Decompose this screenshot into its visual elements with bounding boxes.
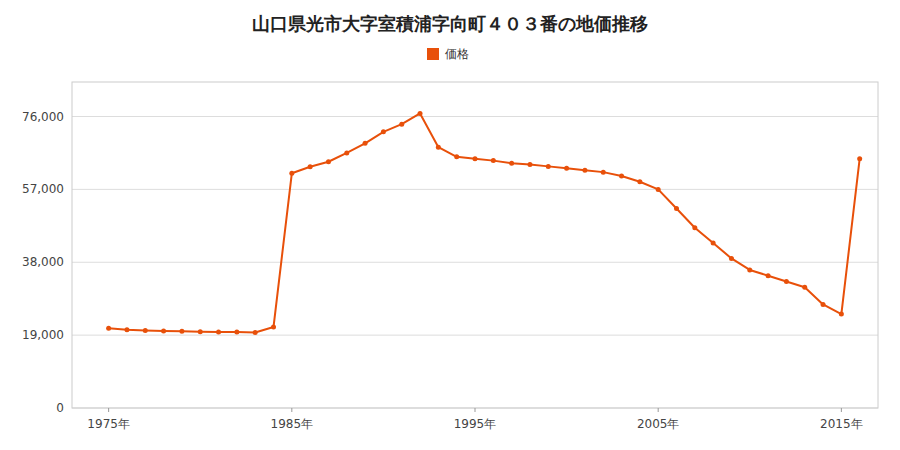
- chart-container: 山口県光市大字室積浦字向町４０３番の地価推移 0 19,000 38,000 57,00…: [0, 0, 900, 450]
- point: [271, 325, 276, 330]
- point: [582, 168, 587, 173]
- x-tick-label: 1985年: [271, 417, 314, 431]
- point: [363, 141, 368, 146]
- x-tick: [658, 408, 659, 412]
- point: [637, 179, 642, 184]
- point: [198, 329, 203, 334]
- point: [601, 170, 606, 175]
- point: [234, 330, 239, 335]
- grid-line: [72, 335, 878, 336]
- point: [509, 161, 514, 166]
- point: [711, 241, 716, 246]
- grid-line: [72, 116, 878, 117]
- point: [766, 273, 771, 278]
- point: [821, 302, 826, 307]
- legend-swatch: [427, 48, 439, 60]
- point: [308, 164, 313, 169]
- point: [161, 328, 166, 333]
- point: [729, 256, 734, 261]
- grid: [72, 117, 878, 408]
- point: [289, 171, 294, 176]
- point: [143, 328, 148, 333]
- grid-line: [72, 189, 878, 190]
- grid-line: [72, 262, 878, 263]
- point: [784, 279, 789, 284]
- point: [399, 122, 404, 127]
- legend: 価格: [427, 47, 469, 61]
- point: [857, 156, 862, 161]
- point: [491, 158, 496, 163]
- legend-label: 価格: [445, 47, 469, 61]
- point: [527, 162, 532, 167]
- point: [839, 312, 844, 317]
- point: [747, 267, 752, 272]
- point: [179, 329, 184, 334]
- plot-area: [106, 111, 862, 335]
- point: [564, 166, 569, 171]
- x-tick-label: 2005年: [637, 417, 680, 431]
- point: [253, 330, 258, 335]
- x-tick-label: 1995年: [454, 417, 497, 431]
- point: [802, 285, 807, 290]
- point: [619, 173, 624, 178]
- y-tick-label: 57,000: [22, 182, 64, 196]
- x-tick: [108, 408, 109, 412]
- point: [436, 145, 441, 150]
- point: [473, 156, 478, 161]
- x-tick-label: 1975年: [87, 417, 130, 431]
- point: [124, 327, 129, 332]
- y-tick-label: 19,000: [22, 328, 64, 342]
- point: [454, 154, 459, 159]
- point: [418, 111, 423, 116]
- x-tick-label: 2015年: [820, 417, 863, 431]
- point: [106, 326, 111, 331]
- point: [692, 225, 697, 230]
- point: [656, 187, 661, 192]
- x-tick: [475, 408, 476, 412]
- chart-svg: 山口県光市大字室積浦字向町４０３番の地価推移 0 19,000 38,000 57,00…: [0, 0, 900, 450]
- title: 山口県光市大字室積浦字向町４０３番の地価推移: [252, 13, 648, 34]
- point: [344, 150, 349, 155]
- point: [381, 129, 386, 134]
- line: [109, 113, 860, 332]
- point: [326, 159, 331, 164]
- y-tick-label: 76,000: [22, 110, 64, 124]
- point: [216, 330, 221, 335]
- y-tick-label: 38,000: [22, 255, 64, 269]
- y-tick-label: 0: [56, 401, 64, 415]
- point: [546, 164, 551, 169]
- plot-frame: [72, 82, 878, 408]
- x-tick: [291, 408, 292, 412]
- x-tick: [841, 408, 842, 412]
- point: [674, 206, 679, 211]
